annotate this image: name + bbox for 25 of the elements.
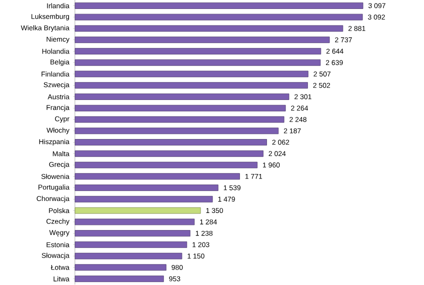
bar: [74, 150, 264, 157]
bar: [74, 252, 182, 260]
bar: [74, 104, 286, 112]
bar: [74, 70, 308, 78]
bar: [74, 173, 240, 180]
bar: [74, 59, 321, 66]
bar: [74, 25, 344, 32]
bar: [74, 36, 330, 44]
bar: [74, 207, 201, 214]
bar: [74, 230, 190, 236]
bar: [74, 196, 213, 202]
bar: [74, 276, 164, 282]
bar: [74, 14, 363, 20]
bar: [74, 48, 322, 54]
bar: [74, 2, 364, 9]
bar: [74, 139, 267, 146]
bar: [74, 82, 308, 89]
bar: [74, 241, 188, 248]
bar: [74, 162, 258, 168]
bar: [74, 94, 290, 100]
bar: [74, 264, 166, 271]
bar: [74, 128, 279, 134]
bar: [74, 218, 195, 226]
bar: [74, 184, 218, 191]
bar: [74, 116, 284, 123]
